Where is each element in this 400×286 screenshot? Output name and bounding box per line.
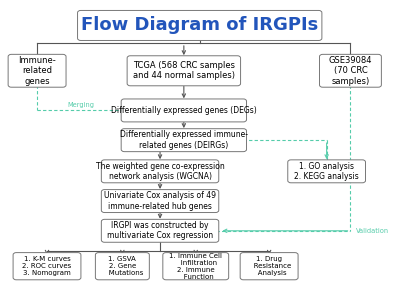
Text: Merging: Merging — [67, 102, 94, 108]
FancyBboxPatch shape — [163, 253, 229, 280]
Text: Validation: Validation — [356, 228, 390, 234]
FancyBboxPatch shape — [121, 129, 246, 152]
Text: Immune-
related
genes: Immune- related genes — [18, 56, 56, 86]
Text: Flow Diagram of IRGPIs: Flow Diagram of IRGPIs — [81, 17, 318, 34]
FancyBboxPatch shape — [101, 190, 219, 212]
Text: Differentially expressed immune-
related genes (DEIRGs): Differentially expressed immune- related… — [120, 130, 248, 150]
FancyBboxPatch shape — [320, 54, 381, 87]
FancyBboxPatch shape — [78, 11, 322, 41]
Text: GSE39084
(70 CRC
samples): GSE39084 (70 CRC samples) — [329, 56, 372, 86]
Text: IRGPI was constructed by
multivariate Cox regression: IRGPI was constructed by multivariate Co… — [107, 221, 213, 241]
FancyBboxPatch shape — [13, 253, 81, 280]
Text: 1. Immune Cell
   Infiltration
2. Immune
   Function: 1. Immune Cell Infiltration 2. Immune Fu… — [169, 253, 222, 280]
Text: 1. GO analysis
2. KEGG analysis: 1. GO analysis 2. KEGG analysis — [294, 162, 359, 181]
FancyBboxPatch shape — [101, 219, 219, 242]
Text: 1. Drug
   Resistance
   Analysis: 1. Drug Resistance Analysis — [247, 256, 291, 276]
FancyBboxPatch shape — [101, 160, 219, 183]
FancyBboxPatch shape — [288, 160, 366, 183]
FancyBboxPatch shape — [127, 56, 240, 86]
Text: 1. K-M curves
2. ROC curves
3. Nomogram: 1. K-M curves 2. ROC curves 3. Nomogram — [22, 256, 72, 276]
FancyBboxPatch shape — [121, 99, 246, 122]
Text: TCGA (568 CRC samples
and 44 normal samples): TCGA (568 CRC samples and 44 normal samp… — [133, 61, 235, 80]
FancyBboxPatch shape — [240, 253, 298, 280]
Text: Univariate Cox analysis of 49
immune-related hub genes: Univariate Cox analysis of 49 immune-rel… — [104, 191, 216, 211]
Text: Differentially expressed genes (DEGs): Differentially expressed genes (DEGs) — [111, 106, 257, 115]
FancyBboxPatch shape — [8, 54, 66, 87]
FancyBboxPatch shape — [95, 253, 149, 280]
Text: 1. GSVA
2. Gene
   Mutations: 1. GSVA 2. Gene Mutations — [102, 256, 143, 276]
Text: The weighted gene co-expression
network analysis (WGCNA): The weighted gene co-expression network … — [96, 162, 224, 181]
